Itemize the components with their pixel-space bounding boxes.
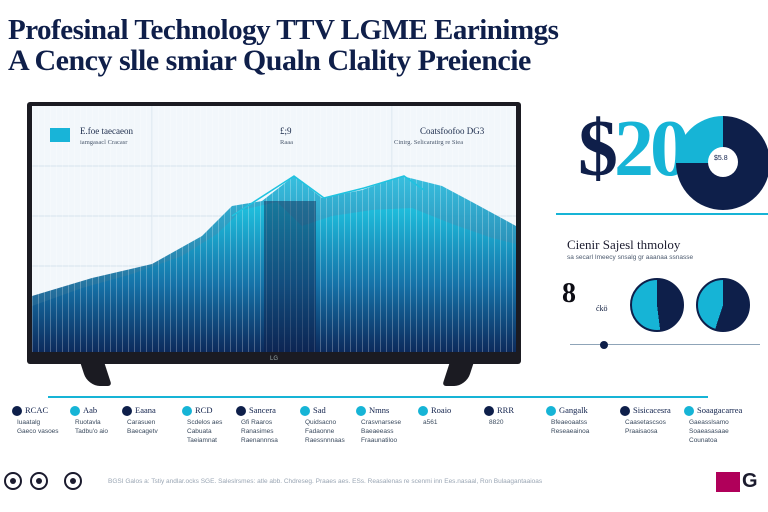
legend-item-detail: Crasvnarsese Baeaeeass Fraaunatiloo bbox=[361, 419, 402, 444]
screen-right-sub: Cinirg. Selicaratirg re Siea bbox=[394, 139, 464, 146]
legend-divider bbox=[48, 396, 708, 398]
legend-item-detail: Gaeasslsamo Soaeasasaae Counatoa bbox=[689, 419, 729, 444]
legend-item-name: Eaana bbox=[135, 405, 156, 415]
big-price-digits: 20 bbox=[614, 105, 690, 193]
legend-item-detail: Caasetascsos Praaisaosa bbox=[625, 419, 666, 435]
legend-item-name: Soaagacarrea bbox=[697, 405, 743, 415]
legend-dot-icon bbox=[182, 406, 192, 416]
right-panel-divider bbox=[556, 213, 768, 215]
screen-right-title: Coatsfoofoo DG3 bbox=[420, 126, 485, 136]
legend-item-name: Aab bbox=[83, 405, 98, 415]
tv-stand-right bbox=[442, 362, 474, 386]
legend-item-name: Sad bbox=[313, 405, 326, 415]
screen-mid-sub: Raaa bbox=[280, 139, 293, 146]
range-knob bbox=[600, 341, 608, 349]
legend-dot-icon bbox=[236, 406, 246, 416]
legend-item-detail: Gfi Raaros Ranasimes Raenannnsa bbox=[241, 419, 278, 444]
legend-row: RCAC Iuaatalg Gaeco vasoes Aab Ruotavla Tad… bbox=[0, 404, 768, 450]
screen-legend-sub: iamgasacl Cracasr bbox=[80, 139, 128, 146]
legend-dot-icon bbox=[356, 406, 366, 416]
brand-logo-text: G bbox=[742, 470, 758, 492]
big-price-dollar: $ bbox=[578, 105, 618, 193]
footer-circle-icon bbox=[30, 472, 48, 490]
legend-item-detail: 8820 bbox=[489, 419, 504, 426]
screen-mid-title: £;9 bbox=[280, 126, 292, 136]
screen-trend-line bbox=[231, 175, 425, 217]
legend-item-name: Gangalk bbox=[559, 405, 588, 415]
footer-icons bbox=[4, 472, 94, 492]
screen-legend-title: E.foe taecaeon bbox=[80, 126, 133, 136]
screen-area-chart bbox=[32, 106, 516, 352]
legend-item-name: Sancera bbox=[249, 405, 276, 415]
big-donut-label: $5.8 bbox=[714, 155, 728, 162]
legend-dot-icon bbox=[546, 406, 556, 416]
legend-dot-icon bbox=[620, 406, 630, 416]
legend-dot-icon bbox=[418, 406, 428, 416]
tv-brand-logo: LG bbox=[269, 356, 279, 362]
legend-item-name: RRR bbox=[497, 405, 515, 415]
legend-dot-icon bbox=[300, 406, 310, 416]
range-track bbox=[570, 340, 760, 350]
legend-item-name: Sisicacesra bbox=[633, 405, 671, 415]
section-subtitle: sa secarl Imeecy snsalg gr aaanaa ssnass… bbox=[567, 254, 694, 261]
footer-circle-icon bbox=[4, 472, 22, 490]
headline-subtitle: A Cency slle smiar Qualn Clality Preienc… bbox=[8, 44, 531, 77]
legend-item-name: RCAC bbox=[25, 405, 49, 415]
tv-screen: E.foe taecaeon iamgasacl Cracasr £;9 Raa… bbox=[32, 106, 516, 352]
legend-item-detail: Bfeaeoaatss Reseaeainoa bbox=[551, 419, 590, 435]
legend-dot-icon bbox=[484, 406, 494, 416]
big-donut-hole bbox=[708, 147, 738, 177]
big-donut-chart bbox=[676, 116, 768, 210]
tv-stand-left bbox=[80, 362, 112, 386]
legend-item-detail: Quidsacno Fadaonne Raessnnnaas bbox=[305, 419, 345, 444]
legend-item-detail: a561 bbox=[423, 419, 438, 426]
footer-circle-icon bbox=[64, 472, 82, 490]
small-stat-figure: 8 bbox=[562, 278, 576, 309]
legend-item-detail: Ruotavla Tadbu'o aio bbox=[75, 419, 109, 435]
legend-dot-icon bbox=[684, 406, 694, 416]
legend-item-name: RCD bbox=[195, 405, 213, 415]
brand-logo-icon bbox=[716, 472, 740, 492]
legend-item-detail: Carasuen Baecagetv bbox=[127, 419, 158, 435]
small-stat-suffix: ćkö bbox=[596, 304, 608, 313]
screen-vertical-lines bbox=[32, 106, 516, 352]
section-title: Cienir Sajesl thmoloy bbox=[567, 237, 681, 252]
range-track-line bbox=[570, 344, 760, 345]
legend-item-detail: Iuaatalg Gaeco vasoes bbox=[17, 419, 59, 435]
legend-dot-icon bbox=[70, 406, 80, 416]
tv-display: E.foe taecaeon iamgasacl Cracasr £;9 Raa… bbox=[27, 102, 521, 364]
pie-chart-two bbox=[696, 278, 750, 332]
pie-chart-one bbox=[630, 278, 684, 332]
legend-item-detail: Scdelos aes Cabuata Taeiamnat bbox=[187, 419, 223, 444]
legend-item-name: Roaio bbox=[431, 405, 452, 415]
legend-dot-icon bbox=[12, 406, 22, 416]
screen-highlight-band bbox=[264, 201, 316, 352]
big-price-figure: $20 bbox=[578, 104, 690, 195]
legend-dot-icon bbox=[122, 406, 132, 416]
headline-title: Profesinal Technology TTV LGME Earinimgs bbox=[8, 14, 559, 46]
footer-disclaimer: BGSI Galos a: Tstiy andlar.ocks SGE. Sal… bbox=[108, 478, 543, 485]
screen-legend-swatch bbox=[50, 128, 70, 142]
legend-item-name: Nmns bbox=[369, 405, 390, 415]
